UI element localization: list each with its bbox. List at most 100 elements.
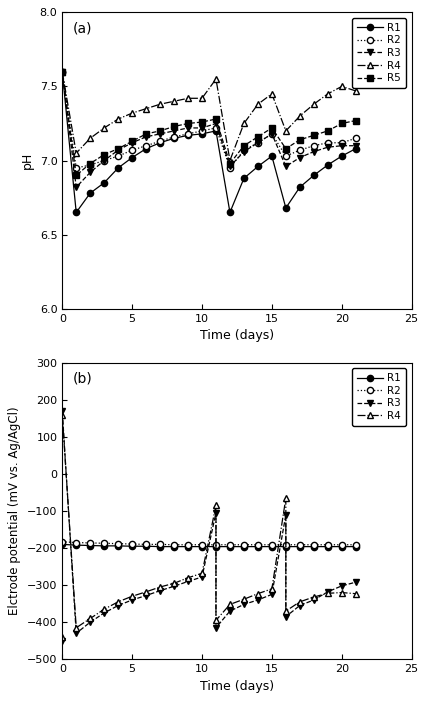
R3 xyxy=(213,624,218,632)
R2 xyxy=(255,540,260,549)
R3 xyxy=(101,156,106,165)
R3 xyxy=(129,596,134,604)
R1 xyxy=(282,543,288,551)
R4 xyxy=(325,90,330,98)
Legend: R1, R2, R3, R4: R1, R2, R3, R4 xyxy=(351,368,406,426)
R1 xyxy=(311,171,316,179)
R5 xyxy=(185,119,190,128)
Legend: R1, R2, R3, R4, R5: R1, R2, R3, R4, R5 xyxy=(351,18,406,88)
R4 xyxy=(60,633,65,641)
R3 xyxy=(282,613,288,621)
R3 xyxy=(296,601,302,610)
R4 xyxy=(311,593,316,601)
R2 xyxy=(325,540,330,549)
R5 xyxy=(338,119,343,128)
R4 xyxy=(241,595,246,604)
R2 xyxy=(87,161,92,169)
R5 xyxy=(129,137,134,146)
R3 xyxy=(282,162,288,170)
R2 xyxy=(311,142,316,150)
R3 xyxy=(185,577,190,585)
R4 xyxy=(213,75,218,83)
R3 xyxy=(143,592,148,600)
R3 xyxy=(282,510,288,519)
R4 xyxy=(255,590,260,598)
R2 xyxy=(296,540,302,549)
R3 xyxy=(157,130,162,138)
R4 xyxy=(241,119,246,128)
R2 xyxy=(255,139,260,147)
R4 xyxy=(213,616,218,625)
R2 xyxy=(269,130,274,138)
R4 xyxy=(227,600,232,608)
R1 xyxy=(352,543,357,551)
R5 xyxy=(352,116,357,125)
R2 xyxy=(74,538,79,547)
R4 xyxy=(296,598,302,606)
R4 xyxy=(87,134,92,142)
R1 xyxy=(241,543,246,551)
R3 xyxy=(255,596,260,604)
R2 xyxy=(241,540,246,549)
R3 xyxy=(325,587,330,596)
R1 xyxy=(87,189,92,198)
R2 xyxy=(101,156,106,165)
R3 xyxy=(171,127,176,135)
R3 xyxy=(241,600,246,608)
R1 xyxy=(129,154,134,162)
R2 xyxy=(171,132,176,141)
R4 xyxy=(199,569,204,578)
R1 xyxy=(325,543,330,551)
R4 xyxy=(157,583,162,591)
R3 xyxy=(157,587,162,595)
R1 xyxy=(255,543,260,551)
R1 xyxy=(227,208,232,217)
R1 xyxy=(213,543,218,551)
R2 xyxy=(60,538,65,546)
R2 xyxy=(60,67,65,76)
R1 xyxy=(129,542,134,550)
R3 xyxy=(338,582,343,590)
R2 xyxy=(87,538,92,547)
R2 xyxy=(325,139,330,147)
R2 xyxy=(101,539,106,547)
R5 xyxy=(213,115,218,123)
R1 xyxy=(60,540,65,549)
R3 xyxy=(296,154,302,162)
R3 xyxy=(87,168,92,177)
R1 xyxy=(227,543,232,551)
R1 xyxy=(143,542,148,550)
R4 xyxy=(115,598,121,606)
R2 xyxy=(269,540,274,549)
R5 xyxy=(325,127,330,135)
R2 xyxy=(185,130,190,138)
R4 xyxy=(282,127,288,135)
R5 xyxy=(143,130,148,138)
R1 xyxy=(199,543,204,551)
R3 xyxy=(241,147,246,156)
R4 xyxy=(338,588,343,597)
R5 xyxy=(74,171,79,179)
R2 xyxy=(282,152,288,161)
R3 xyxy=(311,147,316,156)
R1 xyxy=(199,130,204,138)
Line: R2: R2 xyxy=(59,69,358,171)
R4 xyxy=(87,614,92,622)
R2 xyxy=(115,540,121,548)
R3 xyxy=(227,607,232,615)
R4 xyxy=(185,94,190,102)
R5 xyxy=(227,159,232,168)
R4 xyxy=(60,67,65,76)
R2 xyxy=(129,540,134,548)
R5 xyxy=(101,151,106,159)
R4 xyxy=(60,411,65,419)
R4 xyxy=(269,90,274,98)
R4 xyxy=(269,585,274,593)
R4 xyxy=(185,573,190,582)
R2 xyxy=(311,540,316,549)
Line: R2: R2 xyxy=(59,538,358,548)
R4 xyxy=(143,104,148,113)
R2 xyxy=(213,124,218,132)
R1 xyxy=(143,144,148,153)
R5 xyxy=(60,67,65,76)
